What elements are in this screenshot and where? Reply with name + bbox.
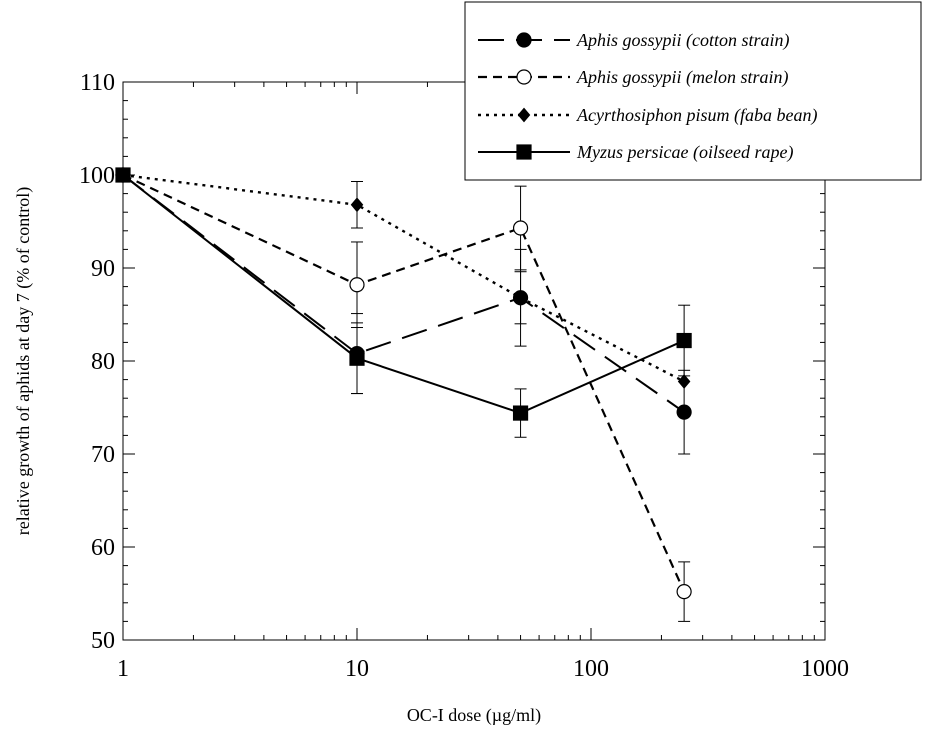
legend-marker [516, 32, 532, 48]
series-1 [115, 167, 692, 622]
series-line [122, 174, 685, 413]
y-tick-label: 60 [91, 535, 115, 561]
data-point [512, 220, 529, 236]
data-point [349, 350, 365, 366]
data-point [676, 584, 692, 600]
data-point [350, 197, 364, 213]
series-line [122, 174, 686, 593]
legend-marker [516, 69, 532, 85]
data-point [349, 277, 365, 293]
y-tick-label: 80 [91, 349, 115, 375]
series-3 [115, 167, 692, 438]
x-axis-label: OC-I dose (µg/ml) [407, 705, 541, 726]
y-tick-label: 50 [91, 628, 115, 654]
x-tick-label: 1 [117, 656, 129, 682]
legend-samples [478, 32, 570, 160]
legend-box [464, 1, 922, 181]
series-layer [115, 167, 692, 622]
y-tick-label: 110 [80, 70, 115, 96]
legend-label-pisum: Acyrthosiphon pisum (faba bean) [576, 105, 817, 126]
data-point [676, 332, 692, 349]
data-point [514, 290, 527, 306]
series-line [122, 174, 685, 415]
y-axis-label: relative growth of aphids at day 7 (% of… [13, 187, 34, 535]
legend: Aphis gossypii (cotton strain) Aphis gos… [464, 1, 922, 181]
series-0 [115, 167, 692, 455]
data-point [676, 404, 692, 420]
legend-marker [516, 144, 532, 160]
data-point [115, 167, 131, 183]
legend-marker [517, 107, 531, 123]
legend-label-melon: Aphis gossypii (melon strain) [576, 67, 789, 88]
x-tick-label: 100 [573, 656, 609, 682]
legend-label-cotton: Aphis gossypii (cotton strain) [576, 30, 790, 51]
series-line [122, 173, 685, 383]
y-tick-label: 90 [91, 256, 115, 282]
y-tick-label: 100 [79, 163, 115, 189]
x-tick-label: 10 [345, 656, 369, 682]
y-tick-label: 70 [91, 442, 115, 468]
data-point [677, 374, 691, 389]
data-point [512, 405, 529, 421]
series-2 [116, 167, 691, 389]
legend-label-myzus: Myzus persicae (oilseed rape) [576, 142, 793, 163]
x-tick-label: 1000 [801, 656, 849, 682]
